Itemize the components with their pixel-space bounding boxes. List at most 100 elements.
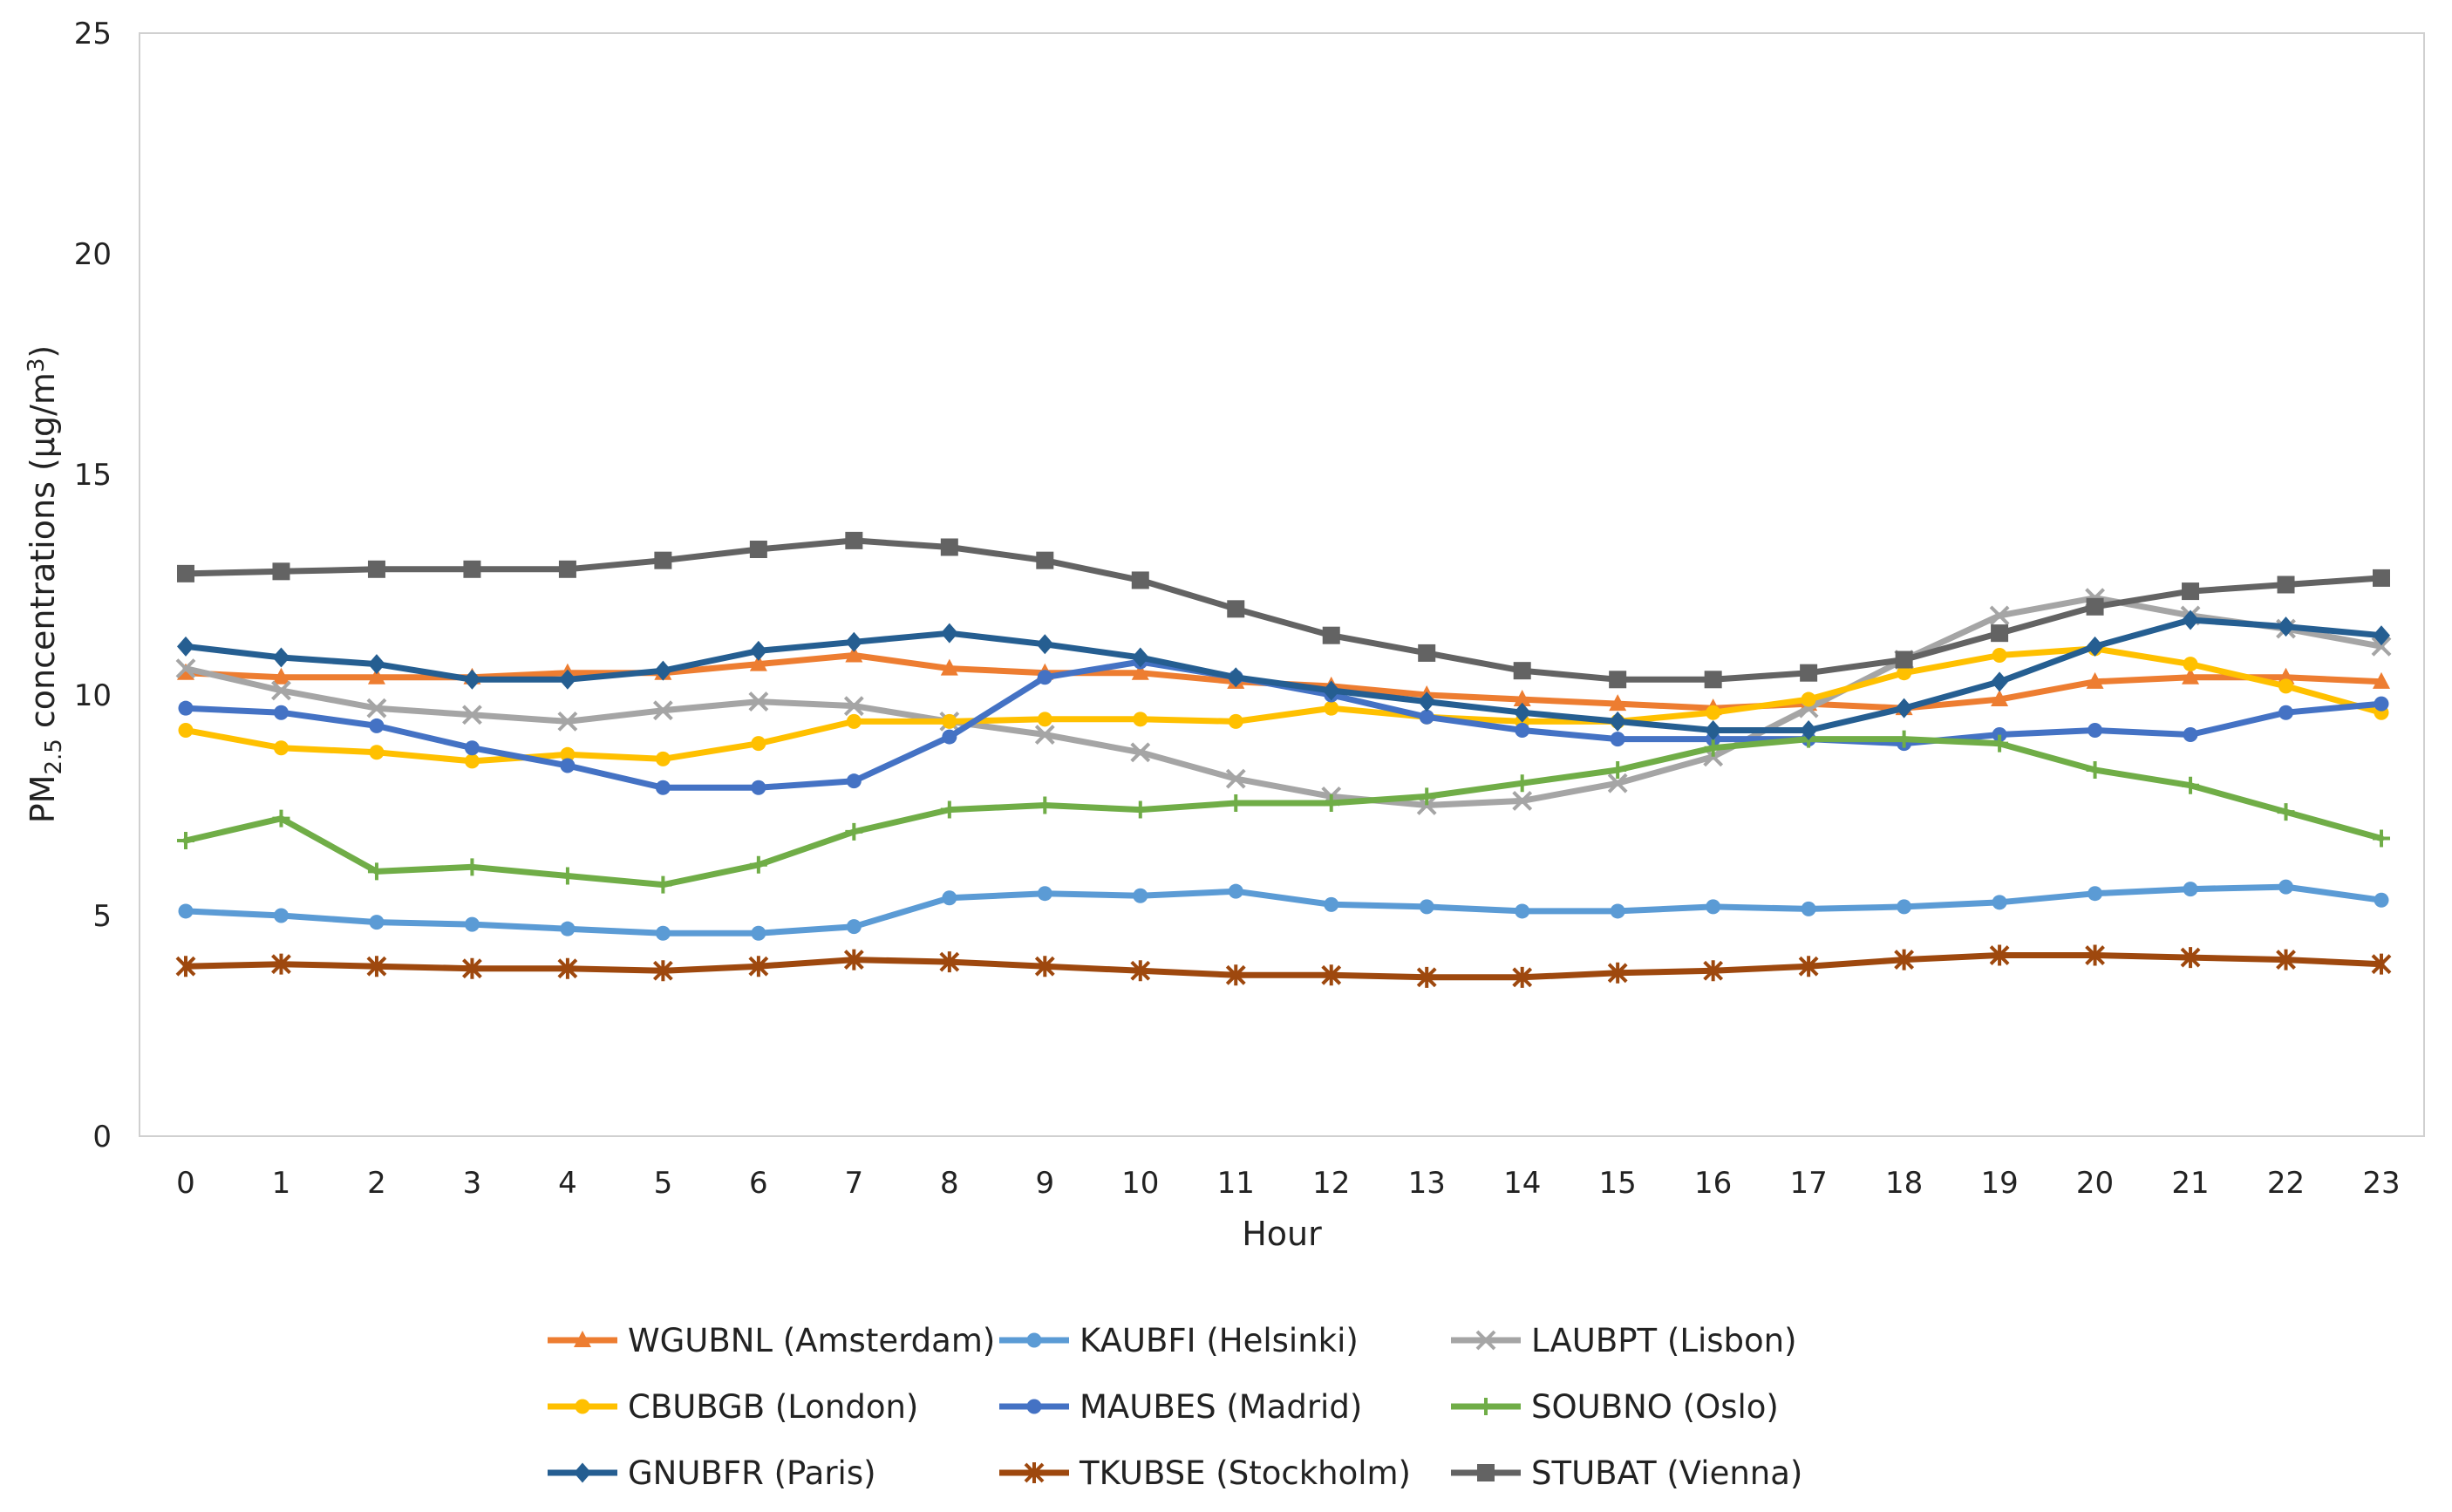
series-tkubse [175, 944, 2392, 988]
data-point-maubes [464, 740, 480, 756]
legend-item-stubat: STUBAT (Vienna) [1451, 1454, 1802, 1492]
data-point-gnubfr [1895, 698, 1913, 719]
x-tick-label: 16 [1694, 1166, 1732, 1201]
legend-marker [1026, 1332, 1042, 1348]
data-point-tkubse [2180, 947, 2201, 969]
data-point-soubno [1322, 793, 1340, 812]
data-point-cbubgb [846, 713, 862, 729]
data-point-maubes [1037, 670, 1052, 685]
data-point-soubno [177, 831, 194, 849]
x-tick-label: 3 [463, 1166, 482, 1201]
data-point-wgubnl [1991, 690, 2009, 707]
data-point-laubpt [1989, 605, 2010, 626]
data-point-cbubgb [2183, 657, 2198, 672]
y-axis-title-middle: concentrations (μg/m [24, 372, 62, 739]
series-stubat [177, 531, 2390, 689]
data-point-soubno [940, 800, 958, 819]
data-point-cbubgb [1706, 705, 1721, 720]
data-point-cbubgb [1324, 700, 1339, 716]
x-tick-labels: 0 1 2 3 4 5 6 7 8 9 10 11 12 13 14 15 16 17 18 19 20 21 22 23 [176, 1166, 2400, 1201]
data-point-kaubfi [1133, 888, 1148, 903]
data-point-tkubse [748, 956, 769, 977]
data-point-gnubfr [940, 623, 958, 644]
legend-item-cbubgb: CBUBGB (London) [548, 1388, 918, 1426]
data-point-maubes [2374, 696, 2389, 712]
data-point-gnubfr [749, 640, 767, 661]
data-point-tkubse [1225, 964, 1246, 986]
data-point-kaubfi [1706, 899, 1721, 915]
data-point-cbubgb [942, 713, 957, 729]
data-point-gnubfr [2373, 625, 2390, 646]
legend: WGUBNL (Amsterdam) KAUBFI (Helsinki) LAUBP… [548, 1322, 1802, 1492]
data-point-stubat [2373, 569, 2390, 587]
data-point-stubat [463, 560, 481, 578]
data-point-wgubnl [177, 663, 194, 680]
legend-label: KAUBFI (Helsinki) [1080, 1322, 1359, 1359]
data-point-cbubgb [1037, 712, 1052, 727]
data-point-laubpt [1130, 742, 1151, 763]
data-point-laubpt [843, 696, 864, 717]
y-axis-title-suffix: ) [24, 345, 62, 358]
series-line-stubat [182, 537, 2385, 683]
data-point-laubpt [557, 711, 578, 732]
data-point-gnubfr [177, 636, 194, 657]
data-point-stubat [1227, 600, 1245, 618]
data-point-soubno [845, 822, 863, 841]
y-tick-label: 25 [74, 17, 112, 51]
x-tick-label: 23 [2362, 1166, 2400, 1201]
data-point-kaubfi [464, 916, 480, 932]
data-point-kaubfi [560, 921, 576, 936]
data-point-tkubse [366, 956, 387, 977]
data-point-cbubgb [560, 746, 576, 762]
x-axis-title: Hour [1242, 1215, 1322, 1253]
x-tick-label: 17 [1789, 1166, 1827, 1201]
data-point-wgubnl [1513, 690, 1531, 707]
data-point-maubes [2088, 722, 2103, 738]
data-point-tkubse [1798, 956, 1819, 977]
data-point-gnubfr [2086, 636, 2104, 657]
legend-marker [1477, 1398, 1495, 1415]
x-tick-label: 7 [845, 1166, 864, 1201]
data-point-stubat [654, 551, 672, 569]
x-tick-label: 14 [1503, 1166, 1541, 1201]
data-point-maubes [178, 700, 194, 716]
x-tick-label: 1 [272, 1166, 291, 1201]
data-point-tkubse [2276, 949, 2296, 971]
data-point-soubno [1418, 787, 1436, 806]
data-point-kaubfi [1037, 886, 1052, 902]
x-tick-label: 15 [1599, 1166, 1637, 1201]
series-lines [175, 531, 2392, 988]
x-tick-label: 13 [1408, 1166, 1446, 1201]
data-point-gnubfr [1704, 719, 1722, 740]
legend-item-gnubfr: GNUBFR (Paris) [548, 1454, 876, 1492]
data-point-cbubgb [464, 753, 480, 769]
legend-marker [1026, 1399, 1042, 1414]
data-point-tkubse [557, 957, 578, 979]
data-point-gnubfr [1609, 711, 1627, 732]
data-point-maubes [655, 780, 671, 795]
data-point-kaubfi [751, 925, 766, 941]
data-point-tkubse [2085, 944, 2105, 966]
data-point-gnubfr [1800, 719, 1818, 740]
legend-item-kaubfi: KAUBFI (Helsinki) [999, 1322, 1359, 1359]
data-point-gnubfr [367, 654, 385, 675]
data-point-laubpt [1512, 791, 1533, 811]
data-point-tkubse [939, 951, 960, 973]
data-point-stubat [1609, 671, 1627, 689]
data-point-maubes [560, 758, 576, 773]
legend-label: LAUBPT (Lisbon) [1531, 1322, 1797, 1359]
data-point-gnubfr [1322, 680, 1340, 701]
data-point-maubes [273, 705, 289, 720]
data-point-stubat [272, 562, 290, 581]
legend-label: SOUBNO (Oslo) [1531, 1388, 1779, 1426]
data-point-gnubfr [2277, 616, 2295, 637]
data-point-maubes [1610, 732, 1625, 747]
data-point-tkubse [2371, 953, 2392, 975]
data-point-gnubfr [1418, 691, 1436, 712]
data-point-soubno [367, 862, 385, 881]
series-soubno [177, 730, 2390, 894]
series-line-cbubgb [182, 645, 2385, 765]
data-point-cbubgb [2278, 678, 2294, 694]
data-point-tkubse [1034, 956, 1055, 977]
